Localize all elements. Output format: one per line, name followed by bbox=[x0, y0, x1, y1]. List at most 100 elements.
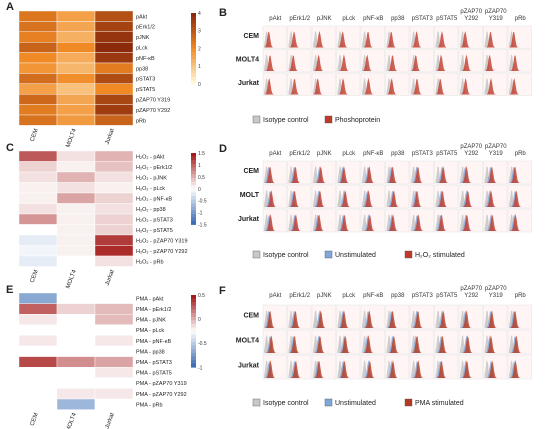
histogram-series bbox=[484, 335, 506, 353]
heatmap-cell bbox=[56, 203, 96, 215]
histogram-isotype bbox=[435, 190, 457, 207]
histogram-series bbox=[288, 55, 310, 71]
heatmap-cell bbox=[18, 171, 58, 183]
heatmap-cell bbox=[56, 83, 96, 95]
colorbar-segment bbox=[191, 302, 196, 307]
colorbar-segment bbox=[191, 174, 196, 179]
histogram-series bbox=[313, 54, 335, 71]
heatmap-cell bbox=[94, 114, 134, 126]
colorbar-segment bbox=[191, 323, 196, 328]
histogram-isotype bbox=[362, 214, 384, 231]
heatmap-cell bbox=[56, 182, 96, 194]
colorbar-segment bbox=[191, 295, 196, 299]
colorbar-segment bbox=[191, 55, 196, 60]
histogram-series bbox=[337, 190, 359, 207]
histogram-series bbox=[460, 54, 482, 71]
histogram-isotype bbox=[362, 54, 384, 71]
legend-swatch bbox=[324, 398, 333, 407]
histogram-isotype bbox=[264, 335, 286, 353]
heatmap-cell bbox=[56, 255, 96, 267]
heatmap-row-label: H₂O₂ - pAkt bbox=[136, 154, 165, 160]
heatmap-cell bbox=[18, 62, 58, 74]
histogram-series bbox=[435, 166, 457, 183]
heatmap-row-label: PMA - pZAP70 Y319 bbox=[136, 381, 187, 387]
colorbar-segment bbox=[191, 338, 196, 343]
histogram-series bbox=[313, 78, 335, 95]
histogram-series bbox=[337, 214, 359, 231]
histogram-isotype bbox=[264, 190, 286, 207]
histogram-series bbox=[264, 360, 286, 378]
grid-col-header: pLck bbox=[342, 151, 356, 157]
colorbar-tick: 1.5 bbox=[198, 151, 205, 157]
histogram-isotype bbox=[264, 214, 286, 231]
colorbar-segment bbox=[191, 156, 196, 161]
heatmap-row-label: PMA - pLck bbox=[136, 328, 164, 334]
histogram-series bbox=[362, 360, 384, 378]
grid-col-header: pNF-κB bbox=[363, 151, 383, 157]
histogram-series bbox=[313, 214, 335, 231]
histogram-isotype bbox=[337, 190, 359, 207]
heatmap-cell bbox=[56, 10, 96, 22]
histogram-isotype bbox=[411, 310, 433, 328]
histogram-isotype bbox=[484, 166, 506, 183]
heatmap-col-label: MOLT4 bbox=[66, 412, 79, 429]
legend-swatch bbox=[252, 115, 261, 124]
heatmap-cell bbox=[94, 93, 134, 105]
grid-col-header: pNF-κB bbox=[363, 293, 383, 299]
heatmap-row-label: PMA - pJNK bbox=[136, 318, 166, 324]
heatmap-row-label: H₂O₂ - pLck bbox=[136, 186, 165, 192]
histogram-series bbox=[362, 166, 384, 183]
colorbar-segment bbox=[191, 217, 196, 222]
heatmap-cell bbox=[56, 161, 96, 173]
histogram-isotype bbox=[435, 166, 457, 183]
heatmap-row-label: pJNK bbox=[136, 35, 150, 41]
grid-col-header: pJNK bbox=[317, 293, 332, 299]
heatmap-col-label: CEM bbox=[30, 269, 40, 284]
heatmap-cell bbox=[56, 377, 96, 389]
heatmap-row-label: pp38 bbox=[136, 66, 148, 72]
histogram-series bbox=[264, 31, 286, 48]
histogram-isotype bbox=[460, 54, 482, 71]
heatmap-row-label: H₂O₂ - pNF-κB bbox=[136, 196, 172, 202]
heatmap-row-label: H₂O₂ - pSTAT3 bbox=[136, 217, 173, 223]
histogram-isotype bbox=[337, 360, 359, 378]
histogram-isotype bbox=[362, 166, 384, 183]
histogram-series bbox=[411, 336, 433, 353]
legend-swatch bbox=[404, 250, 413, 259]
histogram-series bbox=[484, 77, 506, 95]
grid-col-header: pJNK bbox=[317, 16, 332, 22]
grid-row-label: CEM bbox=[243, 33, 259, 40]
grid-col-header: Y292 bbox=[464, 151, 479, 157]
colorbar-segment bbox=[191, 13, 196, 17]
grid-col-header: pErk1/2 bbox=[289, 16, 310, 22]
heatmap-row-label: pNF-κB bbox=[136, 56, 155, 62]
grid-col-header: pZAP70 bbox=[460, 286, 482, 292]
heatmap-cell bbox=[94, 292, 134, 304]
histogram-isotype bbox=[337, 166, 359, 183]
histogram-series bbox=[460, 31, 482, 48]
legend-label: H₂O₂ stimulated bbox=[415, 252, 465, 259]
histogram-series bbox=[264, 166, 286, 183]
heatmap-cell bbox=[94, 367, 134, 379]
colorbar-segment bbox=[191, 213, 196, 218]
histogram-series bbox=[484, 310, 506, 328]
heatmap-row-label: pRb bbox=[136, 118, 146, 124]
heatmap-cell bbox=[18, 224, 58, 236]
panel-letter-d: D bbox=[219, 143, 227, 155]
heatmap-cell bbox=[94, 398, 134, 410]
histogram-series bbox=[411, 214, 433, 231]
grid-col-header: pp38 bbox=[391, 151, 405, 157]
histogram-series bbox=[386, 214, 408, 231]
grid-row-label: Jurkat bbox=[238, 216, 260, 223]
histogram-series bbox=[337, 361, 359, 378]
colorbar-tick: 0 bbox=[198, 187, 201, 193]
histogram-series bbox=[411, 78, 433, 95]
histogram-series bbox=[288, 78, 310, 95]
histogram-isotype bbox=[435, 335, 457, 353]
heatmap-col-label: Jurkat bbox=[105, 412, 116, 429]
heatmap-row-label: PMA - pp38 bbox=[136, 349, 165, 355]
heatmap-cell bbox=[56, 367, 96, 379]
histogram-isotype bbox=[386, 214, 408, 231]
histogram-series bbox=[509, 360, 531, 378]
grid-col-header: pRb bbox=[515, 151, 527, 157]
